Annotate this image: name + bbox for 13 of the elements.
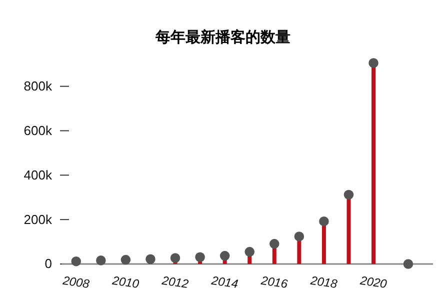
y-tick-label: 400k — [24, 167, 52, 182]
y-tick-label: 200k — [24, 212, 52, 227]
x-tick-label: 2018 — [308, 273, 338, 292]
chart-title: 每年最新播客的数量 — [154, 28, 290, 46]
y-tick-label: 800k — [24, 78, 52, 94]
x-tick-label: 2010 — [110, 273, 140, 292]
x-tick-label: 2012 — [160, 273, 190, 292]
y-tick-label: 600k — [24, 122, 52, 138]
x-tick-label: 2014 — [210, 273, 240, 292]
x-tick-label: 2020 — [358, 273, 388, 292]
x-tick-label: 2008 — [60, 273, 91, 292]
y-tick-label: 0 — [44, 256, 52, 272]
x-tick-label: 2016 — [259, 273, 289, 292]
